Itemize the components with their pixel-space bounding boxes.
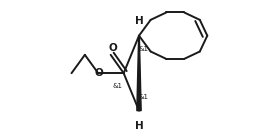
Text: &1: &1 xyxy=(112,83,122,89)
Text: O: O xyxy=(95,68,103,78)
Text: &1: &1 xyxy=(139,94,149,100)
Text: H: H xyxy=(135,16,143,26)
Polygon shape xyxy=(137,36,141,111)
Text: &1: &1 xyxy=(139,46,149,52)
Text: O: O xyxy=(109,43,118,53)
Text: H: H xyxy=(135,121,143,131)
